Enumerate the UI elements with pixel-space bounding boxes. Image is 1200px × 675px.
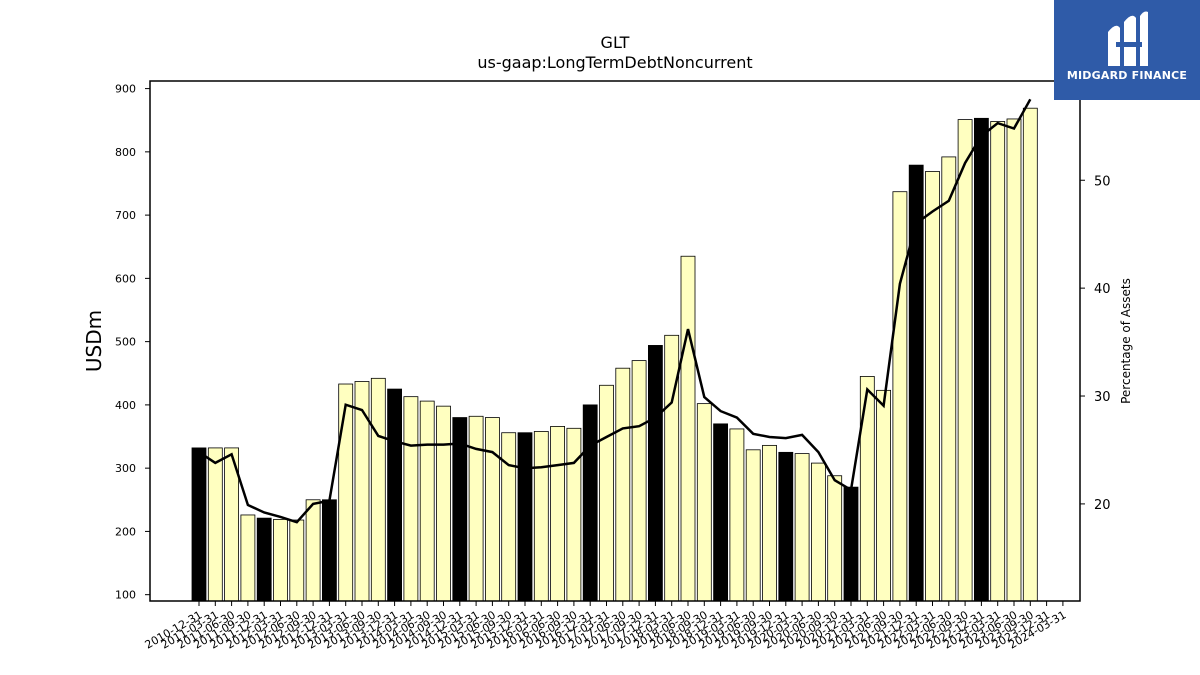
bar [1022, 107, 1038, 602]
x-axis: 2010-12-312011-03-312011-06-302011-09-30… [143, 601, 1068, 652]
bar [762, 444, 777, 602]
bar [876, 389, 891, 602]
bar [256, 517, 272, 602]
bar [615, 367, 631, 602]
y-axis-label: USDm [82, 310, 106, 372]
y2-axis-label: Percentage of Assets [1119, 278, 1133, 404]
bar [191, 447, 207, 602]
y-tick-label: 700 [115, 209, 136, 222]
bar [794, 453, 810, 602]
percentage-line [198, 98, 1032, 524]
bar [273, 518, 288, 602]
bar [892, 191, 908, 602]
bar [974, 117, 989, 602]
bar [533, 431, 549, 602]
brand-logo: MIDGARD FINANCE [1054, 0, 1200, 100]
bar [990, 121, 1006, 602]
bar [566, 427, 582, 602]
y2-tick-label: 30 [1094, 390, 1111, 405]
bar [925, 171, 940, 602]
chart-title: GLT [601, 33, 630, 52]
bar [484, 417, 500, 602]
bar [908, 164, 924, 602]
bar [289, 519, 305, 602]
y-axis: 100 200 300 400 500 600 700 800 900 [115, 83, 150, 602]
y-tick-label: 500 [115, 336, 136, 349]
y-tick-label: 200 [115, 525, 136, 538]
bar [582, 404, 598, 602]
bar [550, 426, 565, 602]
bar [370, 377, 386, 602]
bar [729, 428, 745, 602]
bar [745, 449, 761, 602]
bar [517, 432, 533, 602]
bar [631, 360, 647, 602]
y-tick-label: 800 [115, 146, 136, 159]
bars-group [191, 107, 1038, 602]
bar [648, 345, 663, 602]
bar [1006, 118, 1022, 602]
y-tick-label: 300 [115, 462, 136, 475]
bar [403, 396, 419, 602]
y2-tick-label: 50 [1094, 174, 1111, 189]
bar [240, 514, 256, 602]
y2-tick-label: 20 [1094, 498, 1111, 513]
bar [859, 376, 875, 602]
y-tick-label: 600 [115, 272, 136, 285]
bar [419, 400, 435, 602]
y-tick-label: 900 [115, 83, 136, 96]
bar [713, 423, 728, 602]
bar [501, 432, 517, 602]
bar [680, 255, 696, 602]
bar [436, 405, 451, 602]
bar [941, 156, 957, 602]
bar [468, 415, 484, 602]
bar [599, 384, 614, 602]
bar [811, 462, 826, 602]
bar [305, 499, 321, 602]
bar [843, 486, 859, 602]
y-tick-label: 400 [115, 399, 136, 412]
bar [321, 499, 337, 602]
bar [827, 475, 843, 602]
chart-subtitle: us-gaap:LongTermDebtNoncurrent [477, 53, 752, 72]
y-tick-label: 100 [115, 589, 136, 602]
bar [207, 447, 223, 602]
plot-frame [149, 80, 1081, 602]
bar [387, 388, 403, 602]
bar [696, 403, 712, 602]
y2-axis: 20 30 40 50 [1080, 174, 1111, 513]
y2-tick-label: 40 [1094, 282, 1111, 297]
bar [354, 381, 370, 602]
logo-text: MIDGARD FINANCE [1066, 69, 1188, 82]
bar [957, 119, 973, 602]
logo-mark-icon [1108, 11, 1148, 66]
bar [778, 451, 794, 602]
bar [338, 383, 354, 602]
